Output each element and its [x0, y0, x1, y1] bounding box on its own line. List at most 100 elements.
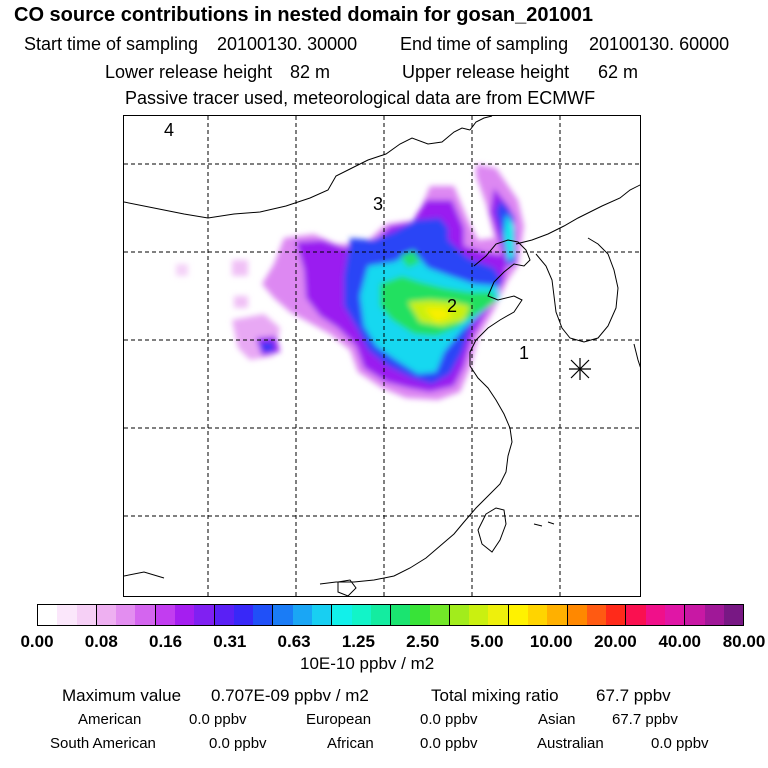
color-scale-swatch [449, 605, 470, 625]
plume-cyan-ne [504, 214, 514, 262]
color-scale-swatch [685, 605, 705, 625]
color-scale-swatch [645, 605, 665, 625]
end-time-value: 20100130. 60000 [589, 34, 730, 54]
color-scale-tick-label: 0.31 [213, 632, 247, 651]
color-scale-swatch [311, 605, 333, 625]
color-scale-swatch [488, 605, 509, 625]
max-value: 0.707E-09 ppbv / m2 [211, 686, 369, 705]
color-scale-swatch [410, 605, 430, 625]
color-scale-tick-label: 0.16 [148, 632, 183, 651]
color-scale-swatch [528, 605, 548, 625]
coast-japan [633, 343, 640, 368]
color-scale-swatch [273, 605, 293, 625]
island-taiwan [477, 507, 507, 553]
start-time-label: Start time of sampling [24, 34, 199, 54]
end-time-label: End time of sampling [400, 34, 569, 54]
map-canvas [124, 116, 640, 596]
color-scale-swatch [547, 605, 568, 625]
color-scale-swatch [723, 605, 744, 625]
color-scale-swatch [391, 605, 411, 625]
color-scale-swatch [606, 605, 627, 625]
european-label: European [306, 711, 372, 728]
asian-value: 67.7 ppbv [612, 711, 678, 728]
region-label-2: 2 [447, 296, 458, 316]
color-scale-tick-label: 0.08 [84, 632, 118, 651]
region-label-4: 4 [164, 120, 175, 140]
color-scale-tick-label: 2.50 [406, 632, 440, 651]
color-scale-swatch [57, 605, 77, 625]
color-scale-swatch [38, 605, 58, 625]
coast-korea-border [515, 184, 640, 245]
graticule [124, 116, 640, 596]
plume-fleck-2 [176, 264, 188, 276]
color-scale-swatch [233, 605, 254, 625]
color-scale-swatch [586, 605, 607, 625]
color-scale-tick-label: 80.00 [722, 632, 766, 651]
region-label-3: 3 [373, 194, 384, 214]
plot-title: CO source contributions in nested domain… [14, 4, 594, 26]
color-scale-tick-label: 0.00 [20, 632, 54, 651]
color-scale-swatch [292, 605, 312, 625]
coastlines [124, 116, 640, 596]
region-label-1: 1 [519, 343, 530, 363]
color-scale-tick-label: 10.00 [529, 632, 573, 651]
island-hainan [337, 579, 357, 596]
color-scale-tick-label: 5.00 [470, 632, 504, 651]
color-scale-swatch [626, 605, 646, 625]
lower-release-value: 82 m [290, 62, 331, 82]
color-scale-swatch [96, 605, 117, 625]
lower-release-label: Lower release height [105, 62, 273, 82]
receptor-star-icon [569, 358, 591, 380]
european-value: 0.0 ppbv [420, 711, 478, 728]
color-scale-swatch [194, 605, 215, 625]
asian-label: Asian [538, 711, 576, 728]
coast-bohai [319, 239, 531, 585]
coast-south-misc [533, 521, 555, 527]
coast-korea [535, 237, 619, 343]
color-scale-swatch [253, 605, 274, 625]
plume-green-n [400, 250, 420, 268]
color-scale-swatch [469, 605, 489, 625]
plume-fleck-3 [234, 296, 248, 308]
color-scale-tick-label: 0.63 [277, 632, 311, 651]
plume-fleck-1 [232, 260, 248, 276]
african-value: 0.0 ppbv [420, 735, 478, 752]
american-label: American [78, 711, 142, 728]
color-scale-swatch [429, 605, 450, 625]
map-panel: 4 3 2 1 [123, 115, 641, 597]
south-american-label: South American [50, 735, 156, 752]
color-scale-tick-label: 40.00 [658, 632, 701, 651]
color-scale-swatch [351, 605, 371, 625]
color-scale-tick-label: 1.25 [341, 632, 375, 651]
coast-northeast-border [469, 116, 493, 131]
color-scale-swatch [665, 605, 686, 625]
color-scale-tick-label: 20.00 [594, 632, 637, 651]
african-label: African [327, 735, 374, 752]
color-scale-unit: 10E-10 ppbv / m2 [300, 654, 435, 673]
start-time-value: 20100130. 30000 [217, 34, 358, 54]
tracer-note: Passive tracer used, meteorological data… [125, 88, 596, 108]
total-mixing-label: Total mixing ratio [431, 686, 559, 705]
plume-yellow-core [424, 308, 452, 322]
upper-release-value: 62 m [598, 62, 639, 82]
color-scale-swatch [332, 605, 352, 625]
color-scale-swatch [214, 605, 234, 625]
south-american-value: 0.0 ppbv [209, 735, 267, 752]
total-mixing-value: 67.7 ppbv [596, 686, 671, 705]
plume-blue-w [260, 342, 274, 352]
coast-north-border [124, 127, 471, 219]
color-scale-swatch [116, 605, 136, 625]
color-scale-swatch [155, 605, 175, 625]
upper-release-label: Upper release height [402, 62, 570, 82]
color-scale-swatch [567, 605, 587, 625]
color-scale-bar [37, 604, 744, 626]
color-scale-swatch [704, 605, 724, 625]
color-scale-swatch [370, 605, 392, 625]
color-scale-swatch [76, 605, 97, 625]
color-scale-swatch [174, 605, 195, 625]
color-scale-swatch [135, 605, 156, 625]
american-value: 0.0 ppbv [189, 711, 247, 728]
australian-label: Australian [537, 735, 604, 752]
australian-value: 0.0 ppbv [651, 735, 709, 752]
max-value-label: Maximum value [62, 686, 182, 705]
